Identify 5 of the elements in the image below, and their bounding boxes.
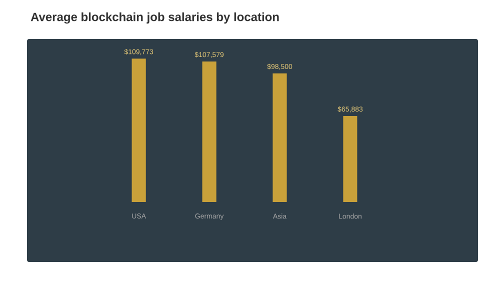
bar [343, 116, 358, 202]
bar [202, 61, 216, 202]
bar [272, 73, 287, 202]
chart-title: Average blockchain job salaries by location [30, 12, 279, 24]
bar [132, 58, 146, 202]
